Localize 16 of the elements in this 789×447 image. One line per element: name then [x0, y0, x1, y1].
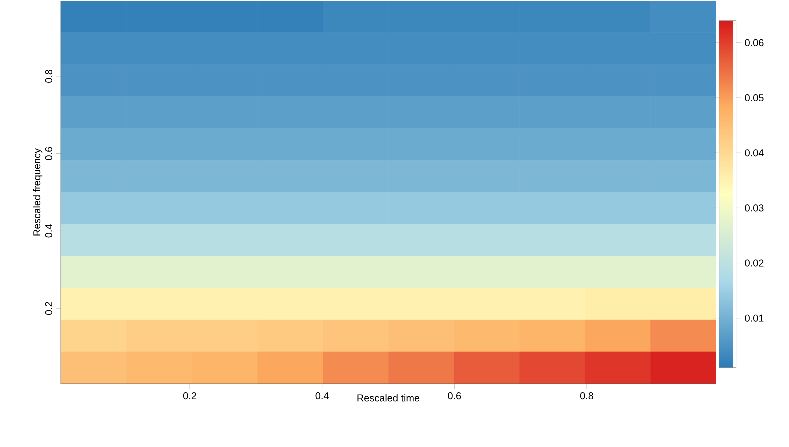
x-tick-label: 0.2: [183, 392, 196, 400]
x-tick-label: 0.6: [448, 392, 462, 400]
y-tick-label: 0.6: [45, 147, 52, 160]
y-tick-label: 0.8: [45, 70, 52, 83]
y-tick-label: 0.2: [45, 302, 52, 316]
color-bar-label: 0.03: [745, 204, 764, 212]
color-bar-label: 0.06: [745, 39, 764, 46]
y-axis-title: Rescaled frequency: [33, 148, 43, 236]
x-axis-title: Rescaled time: [358, 394, 420, 402]
color-bar-label: 0.04: [745, 150, 764, 157]
y-tick-label: 0.4: [45, 224, 52, 238]
color-bar-label: 0.05: [745, 94, 764, 102]
color-bar-label: 0.02: [745, 260, 764, 267]
x-tick-label: 0.4: [316, 392, 329, 400]
color-bar-label: 0.01: [745, 314, 764, 322]
x-tick-label: 0.8: [580, 392, 594, 400]
